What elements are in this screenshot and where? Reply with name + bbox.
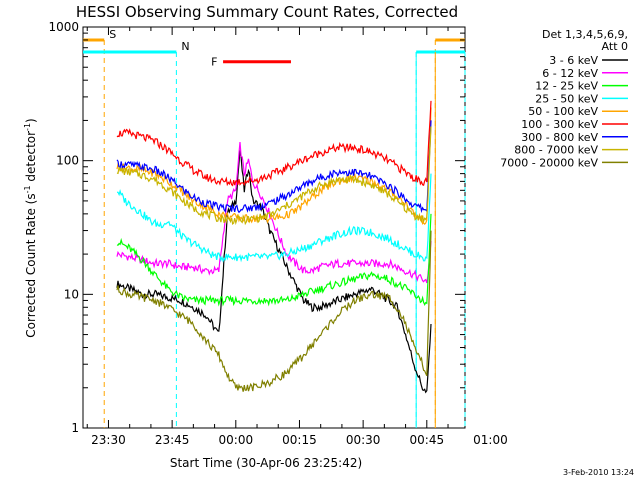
legend-entry-label: 3 - 6 keV: [549, 54, 598, 67]
series-line-3: [116, 173, 432, 263]
series-line-4: [116, 107, 432, 226]
legend-entry-label: 7000 - 20000 keV: [500, 156, 598, 169]
x-tick-label: 00:00: [219, 433, 254, 447]
legend-entry-label: 800 - 7000 keV: [514, 144, 598, 157]
y-axis-label-main: Corrected Count Rate (s: [24, 193, 38, 337]
x-tick-label: 23:30: [91, 433, 126, 447]
x-tick-label: 00:45: [410, 433, 445, 447]
y-tick-label: 1000: [48, 20, 79, 34]
legend-entry-label: 50 - 100 keV: [528, 105, 598, 118]
y-tick-label: 10: [64, 287, 79, 301]
legend-header-line2: Att 0: [602, 40, 628, 53]
y-axis-label-mid: detector: [24, 131, 38, 186]
y-axis-label-sup1: -1: [23, 185, 32, 193]
legend-entry-label: 300 - 800 keV: [521, 131, 598, 144]
flag-label-f: F: [211, 56, 217, 69]
series-line-0: [116, 150, 432, 394]
x-tick-label: 00:30: [346, 433, 381, 447]
legend-entry-label: 100 - 300 keV: [521, 118, 598, 131]
y-tick-label: 1: [71, 421, 79, 435]
series-line-2: [116, 213, 432, 307]
x-tick-label: 00:15: [282, 433, 317, 447]
y-tick-label: 100: [56, 154, 79, 168]
x-tick-label: 01:00: [473, 433, 508, 447]
y-axis-label-end: ): [24, 118, 38, 123]
y-axis-label: Corrected Count Rate (s-1 detector-1): [23, 118, 38, 337]
flag-label-s: S: [109, 28, 116, 41]
legend-header-line1: Det 1,3,4,5,6,9,: [542, 28, 628, 41]
tick-layer: 23:30 23:45 00:00 00:15 00:30 00:45 01:00 1 10 10…: [48, 20, 507, 447]
footer-date: 3-Feb-2010 13:24: [563, 468, 634, 477]
flag-label-n: N: [181, 40, 189, 53]
series-line-6: [116, 120, 432, 214]
legend-entry-label: 6 - 12 keV: [542, 67, 598, 80]
chart-title: HESSI Observing Summary Count Rates, Cor…: [76, 3, 458, 21]
series-line-5: [116, 100, 432, 187]
series-layer: [116, 100, 432, 394]
x-axis-label: Start Time (30-Apr-06 23:25:42): [170, 456, 362, 470]
series-line-8: [116, 230, 432, 392]
series-line-1: [116, 142, 432, 284]
series-line-7: [116, 126, 432, 226]
x-tick-label: 23:45: [155, 433, 190, 447]
y-axis-label-sup2: -1: [23, 123, 32, 131]
flag-layer: S N F: [83, 28, 466, 428]
legend-entry-label: 25 - 50 keV: [535, 92, 598, 105]
legend-entry-label: 12 - 25 keV: [535, 80, 598, 93]
